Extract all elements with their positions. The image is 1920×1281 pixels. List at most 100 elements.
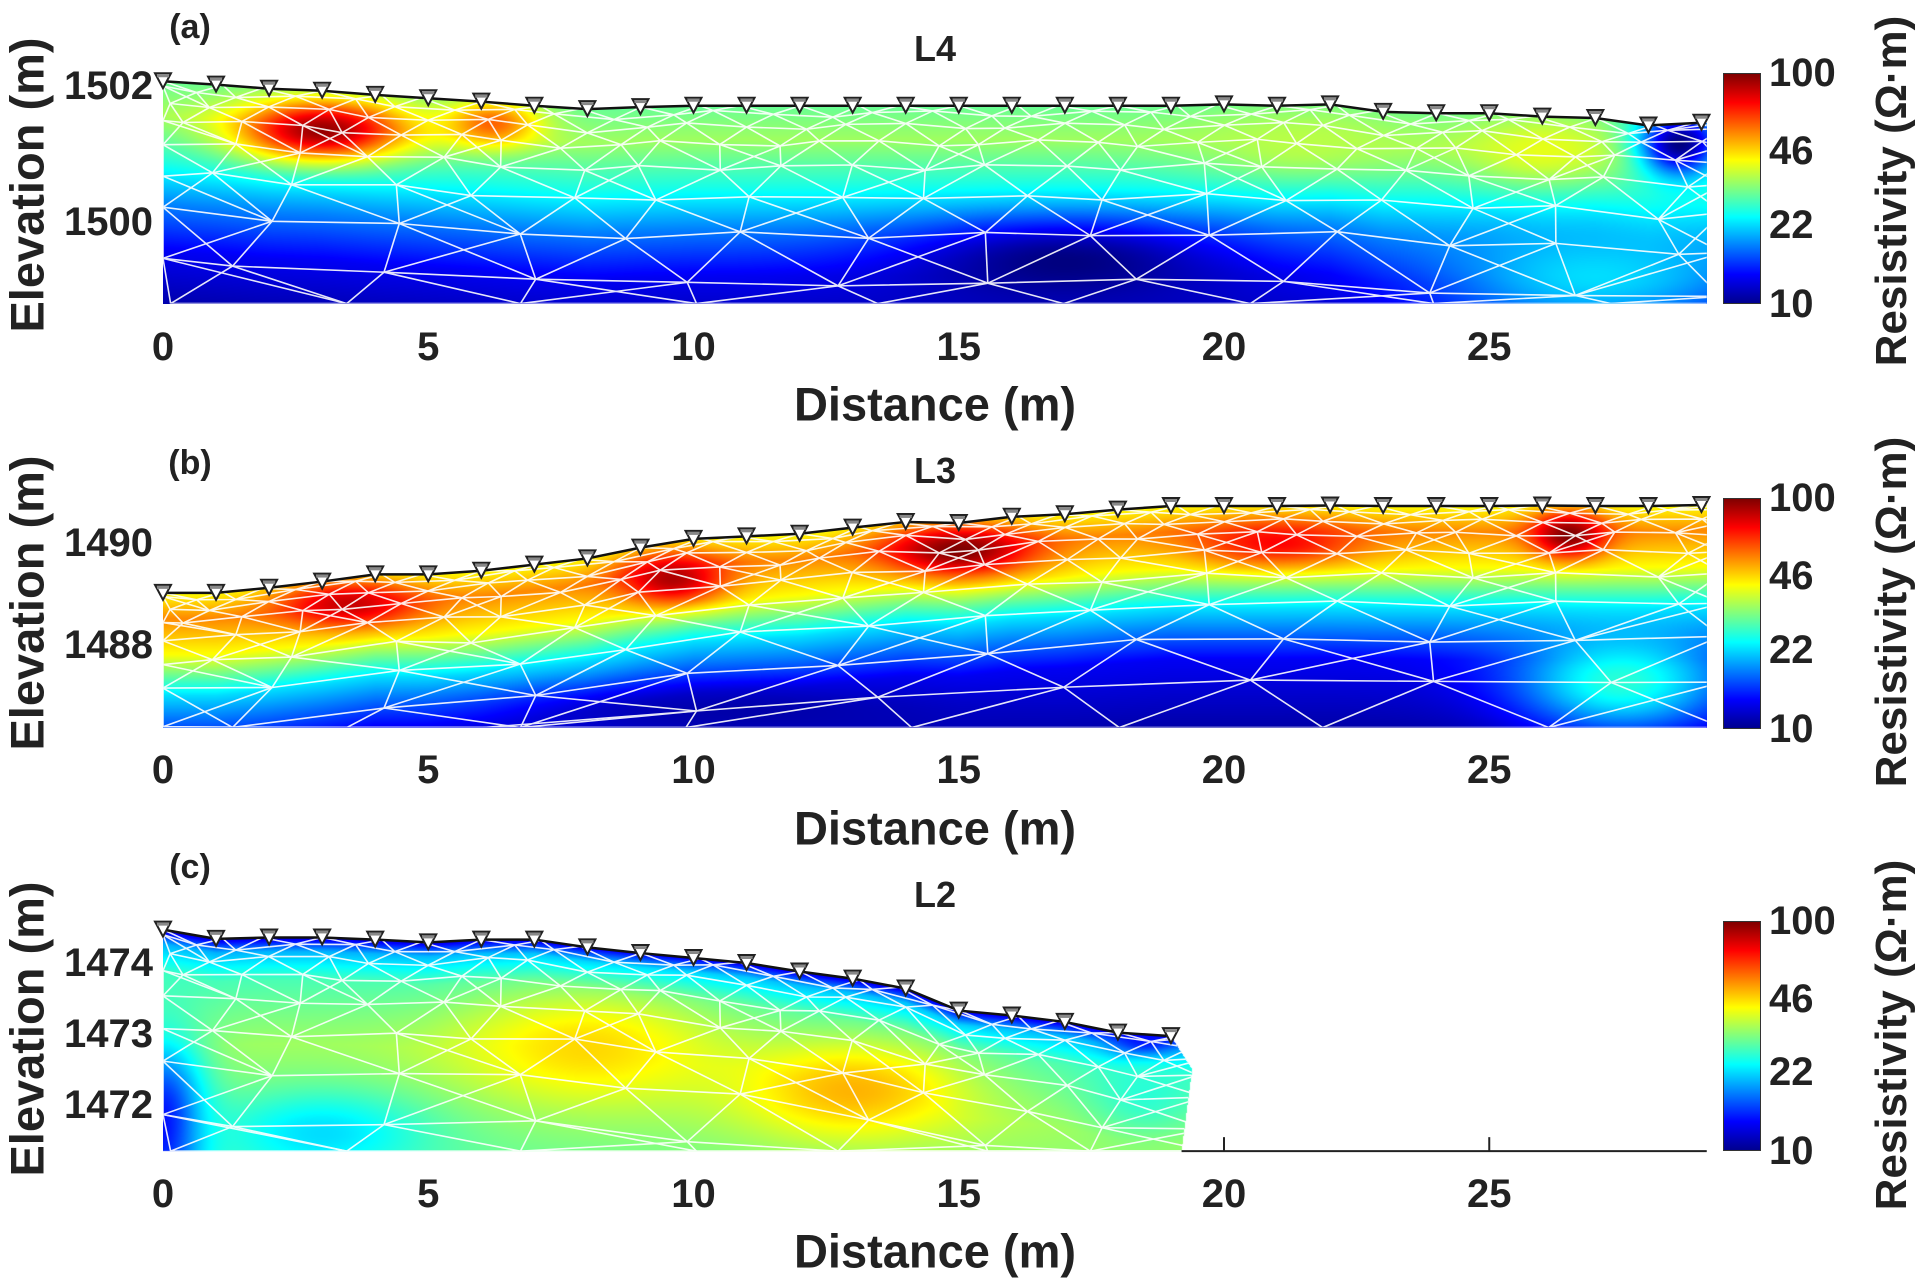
mesh-edge bbox=[1037, 526, 1066, 543]
mesh-layer-line bbox=[163, 1027, 1193, 1130]
mesh-edge bbox=[983, 1074, 1028, 1113]
mesh-edge bbox=[1721, 253, 1723, 297]
mesh-edge bbox=[637, 591, 657, 617]
mesh-edge bbox=[302, 593, 330, 612]
mesh-edge bbox=[923, 1073, 985, 1094]
mesh-edge bbox=[1405, 169, 1474, 210]
electrode-marker-cap bbox=[1058, 98, 1071, 102]
mesh-edge bbox=[1348, 114, 1385, 137]
mesh-edge bbox=[845, 529, 873, 544]
mesh-edge bbox=[984, 615, 989, 654]
mesh-edge bbox=[1548, 534, 1576, 554]
mesh-edge bbox=[163, 175, 273, 223]
x-tick-label: 10 bbox=[671, 1172, 716, 1216]
mesh-edge bbox=[1097, 1052, 1125, 1068]
electrode-marker-cap bbox=[1377, 104, 1390, 108]
mesh-edge bbox=[394, 97, 422, 108]
mesh-edge bbox=[1410, 123, 1443, 134]
electrode-marker-cap bbox=[1271, 499, 1284, 503]
mesh-edge bbox=[487, 582, 502, 598]
mesh-edge bbox=[1336, 572, 1382, 602]
colorbar-tick-label: 46 bbox=[1769, 128, 1814, 173]
mesh-edge bbox=[212, 659, 273, 689]
mesh-edge bbox=[400, 134, 445, 158]
electrode-marker-cap bbox=[1642, 499, 1655, 503]
mesh-edge bbox=[1064, 526, 1099, 540]
mesh-edge bbox=[655, 1027, 721, 1053]
topography-line bbox=[163, 503, 1702, 595]
mesh-edge bbox=[1575, 141, 1603, 158]
mesh-edge bbox=[719, 126, 747, 146]
colorbar-tick-label: 10 bbox=[1769, 282, 1814, 326]
mesh-edge bbox=[878, 534, 907, 552]
mesh-edge bbox=[1027, 583, 1091, 611]
mesh-edge bbox=[341, 608, 368, 624]
mesh-edge bbox=[877, 652, 989, 698]
mesh-edge bbox=[1119, 146, 1139, 171]
mesh-edge bbox=[878, 122, 907, 142]
mesh-edge bbox=[1627, 132, 1642, 143]
mesh-edge bbox=[712, 109, 747, 128]
mesh-edge bbox=[905, 1004, 933, 1008]
mesh-edge bbox=[984, 540, 1039, 566]
mesh-edge bbox=[182, 974, 237, 1000]
mesh-edge bbox=[659, 974, 688, 992]
mesh-edge bbox=[163, 995, 213, 1032]
mesh-edge bbox=[1481, 129, 1517, 156]
mesh-edge bbox=[1701, 140, 1707, 164]
mesh-edge bbox=[1336, 199, 1382, 233]
mesh-edge bbox=[560, 591, 586, 606]
mesh-edge bbox=[443, 156, 472, 197]
mesh-edge bbox=[499, 596, 502, 617]
colorbar-tick-label: 22 bbox=[1769, 627, 1814, 672]
mesh-edge bbox=[1449, 207, 1474, 247]
mesh-edge bbox=[905, 110, 933, 125]
mesh-edge bbox=[383, 670, 401, 709]
mesh-edge bbox=[1610, 635, 1707, 684]
electrode-marker-cap bbox=[1111, 98, 1124, 102]
electrode-marker-cap bbox=[1695, 497, 1708, 501]
mesh-edge bbox=[163, 1074, 273, 1116]
electrode-marker-cap bbox=[422, 935, 435, 939]
mesh-edge bbox=[1701, 518, 1707, 537]
mesh-edge bbox=[719, 566, 782, 581]
mesh-edge bbox=[1687, 535, 1707, 555]
mesh-edge bbox=[1196, 533, 1206, 551]
mesh-edge bbox=[1097, 141, 1122, 171]
mesh-edge bbox=[773, 540, 807, 552]
electrode-marker-cap bbox=[1377, 499, 1390, 503]
electrode-marker-cap bbox=[1058, 1014, 1071, 1018]
mesh-edge bbox=[163, 1060, 234, 1128]
mesh-edge bbox=[346, 271, 385, 304]
mesh-edge bbox=[235, 121, 243, 145]
mesh-edge bbox=[271, 656, 293, 688]
mesh-edge bbox=[686, 231, 741, 283]
mesh-edge bbox=[625, 1051, 657, 1089]
mesh-edge bbox=[1555, 243, 1577, 296]
mesh-edge bbox=[470, 194, 521, 235]
mesh-edge bbox=[977, 127, 1006, 146]
mesh-edge bbox=[842, 164, 854, 198]
electrode-marker-cap bbox=[1005, 509, 1018, 513]
mesh-edge bbox=[719, 143, 782, 167]
mesh-edge bbox=[586, 560, 615, 578]
mesh-edge bbox=[1137, 538, 1205, 551]
mesh-edge bbox=[938, 145, 985, 166]
mesh-edge bbox=[1063, 278, 1137, 304]
mesh-edge bbox=[1675, 140, 1703, 161]
mesh-edge bbox=[987, 652, 1065, 688]
mesh-edge bbox=[443, 977, 502, 1003]
mesh-edge bbox=[527, 566, 555, 581]
mesh-edge bbox=[1030, 1020, 1058, 1030]
electrode-marker-cap bbox=[1218, 499, 1230, 503]
mesh-layer-line bbox=[163, 995, 1193, 1101]
mesh-edge bbox=[1657, 186, 1689, 220]
mesh-edge bbox=[1190, 115, 1225, 126]
mesh-edge bbox=[805, 996, 820, 1012]
mesh-edge bbox=[977, 533, 1006, 551]
y-tick-label: 1490 bbox=[64, 520, 153, 565]
mesh-edge bbox=[746, 975, 774, 987]
mesh-edge bbox=[686, 974, 721, 1002]
x-tick-label: 20 bbox=[1201, 748, 1247, 792]
mesh-edge bbox=[1575, 251, 1707, 297]
